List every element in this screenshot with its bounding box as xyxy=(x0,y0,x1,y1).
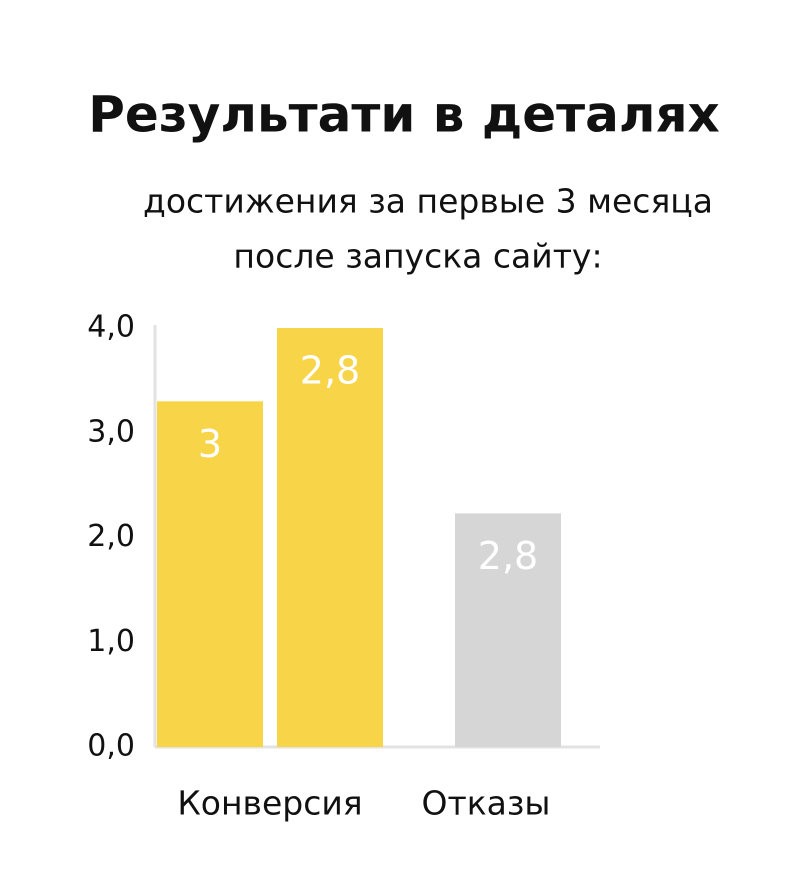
y-tick-label: 0,0 xyxy=(87,729,135,764)
bar xyxy=(157,401,263,747)
chart-subtitle: достижения за первые 3 месяца xyxy=(143,182,713,221)
chart-subtitle: после запуска сайту: xyxy=(233,237,602,276)
y-tick-label: 4,0 xyxy=(87,310,135,345)
bar xyxy=(455,513,561,747)
bar-annotation: 2,8 xyxy=(300,349,360,393)
y-tick-label: 3,0 xyxy=(87,414,135,449)
bar xyxy=(277,328,383,747)
bar-annotation: 3 xyxy=(198,422,222,466)
x-tick-label: Отказы xyxy=(422,784,551,823)
x-tick-label: Конверсия xyxy=(177,784,362,823)
y-tick-label: 2,0 xyxy=(87,519,135,554)
bar-annotation: 2,8 xyxy=(478,534,538,578)
chart-title: Результати в деталях xyxy=(88,86,720,144)
y-tick-label: 1,0 xyxy=(87,624,135,659)
